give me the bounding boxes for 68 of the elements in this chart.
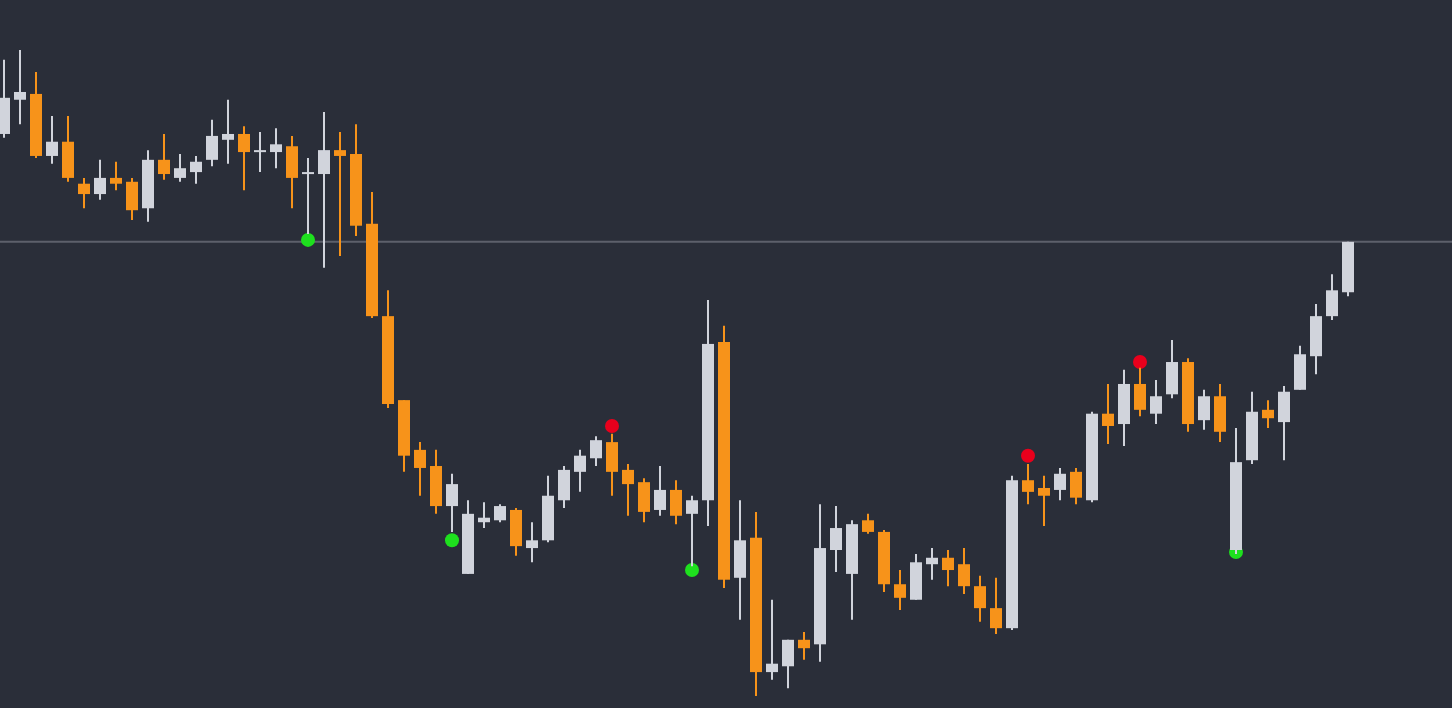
candlestick [206,118,218,168]
candlestick [606,432,618,497]
candlestick [862,512,874,535]
candlestick [1022,463,1034,506]
point [685,563,699,578]
candlestick [222,98,234,165]
candlestick [558,465,570,510]
point [1021,448,1035,463]
candlestick [94,158,106,201]
candlestick [334,131,346,258]
candlestick [1214,382,1226,444]
candlestick [1102,382,1114,446]
candlestick [590,435,602,468]
candlestick [46,114,58,165]
candlestick [286,134,298,210]
candlestick [1150,379,1162,426]
candlestick [254,131,266,174]
candlestick [318,111,330,269]
candlestick [1070,466,1082,506]
candlestick [798,631,810,661]
candlestick [1310,302,1322,376]
candlestick [958,547,970,595]
candlestick [734,499,746,621]
candlestick [1118,368,1130,447]
candlestick [1166,339,1178,400]
point [605,418,619,433]
candlestick [190,154,202,185]
point [1133,355,1147,370]
candlestick [510,507,522,557]
candlestick [654,465,666,517]
candlestick [670,479,682,526]
candlestick [238,125,250,192]
candlestick [574,448,586,493]
candlestick [926,547,938,581]
candlestick [430,448,442,515]
candlestick [1198,388,1210,431]
candlestick [62,114,74,183]
candlestick [542,474,554,544]
candlestick [942,549,954,588]
candlestick [270,127,282,170]
candlestick [1054,466,1066,502]
candlestick [78,176,90,210]
candlestick [894,569,906,612]
candlestick [766,598,778,681]
candlestick [910,552,922,601]
candlestick [782,638,794,690]
candlestick [990,576,1002,635]
candlestick [446,472,458,533]
candlestick [414,441,426,497]
candlestick [158,132,170,181]
candlestick [638,477,650,524]
candlestick [14,49,26,126]
candlestick [110,160,122,192]
candlestick [622,463,634,517]
candlestick [174,153,186,183]
candlestick [0,58,10,139]
candlestick [1278,384,1290,462]
candlestick [830,505,842,573]
candlestick [526,521,538,564]
point [301,232,315,247]
candlestick [494,503,506,524]
candlestick [126,176,138,221]
candlestick [1262,399,1274,429]
candlestick [1326,273,1338,322]
point [445,533,459,548]
candlestick [974,574,986,623]
candlestick [1038,474,1050,528]
candlestick [1294,344,1306,391]
